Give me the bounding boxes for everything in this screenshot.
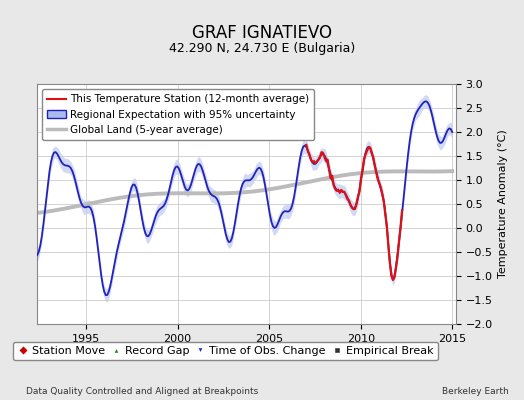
Text: 42.290 N, 24.730 E (Bulgaria): 42.290 N, 24.730 E (Bulgaria) [169,42,355,55]
Text: GRAF IGNATIEVO: GRAF IGNATIEVO [192,24,332,42]
Text: Data Quality Controlled and Aligned at Breakpoints: Data Quality Controlled and Aligned at B… [26,387,258,396]
Legend: Station Move, Record Gap, Time of Obs. Change, Empirical Break: Station Move, Record Gap, Time of Obs. C… [13,342,438,360]
Legend: This Temperature Station (12-month average), Regional Expectation with 95% uncer: This Temperature Station (12-month avera… [42,89,314,140]
Y-axis label: Temperature Anomaly (°C): Temperature Anomaly (°C) [498,130,508,278]
Text: Berkeley Earth: Berkeley Earth [442,387,508,396]
